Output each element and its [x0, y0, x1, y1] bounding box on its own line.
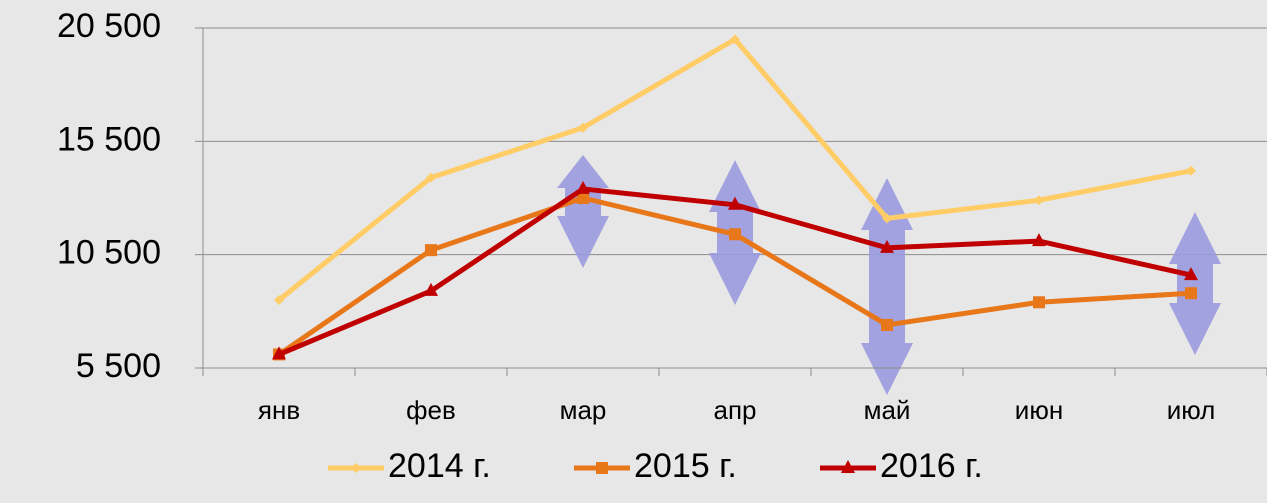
marker [577, 192, 589, 204]
y-tick-label: 20 500 [57, 7, 161, 45]
marker [578, 122, 588, 133]
marker [882, 213, 892, 224]
marker [1186, 165, 1196, 176]
range-arrows [557, 155, 1221, 395]
marker [1184, 267, 1198, 281]
marker [1185, 287, 1197, 300]
marker [881, 318, 893, 331]
legend-entry: 2014 г. [328, 447, 491, 485]
marker [424, 282, 438, 296]
marker [426, 172, 436, 183]
marker [841, 460, 855, 473]
marker [274, 295, 284, 305]
marker [596, 462, 608, 474]
x-tick-label: июл [1167, 395, 1216, 425]
x-tick-label: фев [406, 395, 456, 425]
series [272, 180, 1198, 360]
marker [1033, 296, 1045, 309]
marker [1034, 195, 1044, 206]
marker [576, 180, 590, 194]
series [273, 192, 1197, 361]
legend-entry: 2016 г. [820, 447, 983, 485]
legend-entry: 2015 г. [574, 447, 737, 485]
marker [730, 34, 740, 45]
x-tick-label: июн [1015, 395, 1063, 425]
series [274, 34, 1196, 305]
marker [729, 228, 741, 241]
y-tick-label: 15 500 [57, 120, 161, 158]
marker [425, 244, 437, 257]
marker [351, 463, 361, 473]
x-tick-label: мар [560, 395, 607, 425]
range-arrow [861, 178, 913, 395]
y-tick-label: 5 500 [76, 347, 161, 385]
legend-label: 2016 г. [880, 447, 983, 485]
marker [1032, 233, 1046, 247]
x-tick-label: апр [714, 395, 757, 425]
legend-label: 2015 г. [634, 447, 737, 485]
x-tick-label: янв [258, 395, 300, 425]
marker [880, 239, 894, 253]
marker [728, 196, 742, 210]
range-arrow [557, 155, 609, 268]
y-tick-label: 10 500 [57, 234, 161, 272]
x-tick-label: май [864, 395, 911, 425]
marker [272, 346, 286, 360]
legend-label: 2014 г. [388, 447, 491, 485]
range-arrow [1169, 212, 1221, 355]
